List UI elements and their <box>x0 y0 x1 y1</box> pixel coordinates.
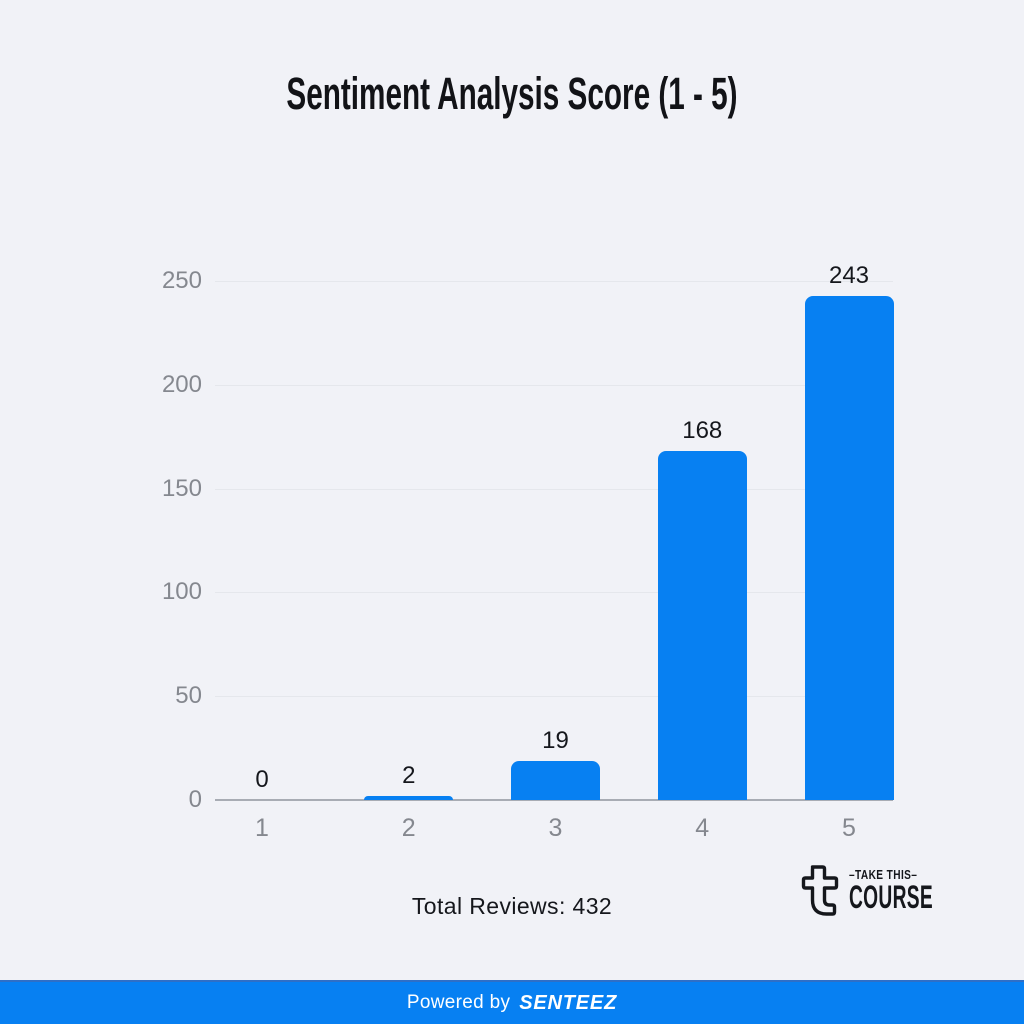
bar-value-label: 2 <box>402 761 416 789</box>
bar-value-label: 168 <box>682 417 723 445</box>
x-tick-label: 5 <box>842 814 856 842</box>
y-gridline <box>215 696 893 698</box>
total-reviews-text: Total Reviews: 432 <box>411 893 613 919</box>
take-this-course-logo: –TAKE THIS– COURSE <box>797 864 989 916</box>
x-tick-label: 2 <box>401 814 416 842</box>
y-tick-label: 0 <box>188 786 202 813</box>
bar-score-2 <box>364 795 454 800</box>
logo-text: –TAKE THIS– COURSE <box>849 867 989 915</box>
bar-score-5 <box>804 295 894 800</box>
bar-score-3 <box>511 760 600 800</box>
y-gridline <box>215 281 893 282</box>
y-gridline <box>215 488 893 490</box>
y-gridline <box>215 592 893 594</box>
powered-by-text: Powered by <box>406 992 511 1013</box>
footer-bar: Powered by SENTEEZ <box>0 980 1024 1024</box>
y-tick-label: 250 <box>161 267 202 294</box>
senteez-brand-text: SENTEEZ <box>519 991 618 1014</box>
y-tick-label: 50 <box>175 682 202 710</box>
x-tick-label: 4 <box>695 814 710 842</box>
bar-value-label: 19 <box>542 726 569 754</box>
logo-tagline: –TAKE THIS– <box>849 867 918 882</box>
x-tick-label: 3 <box>548 814 563 842</box>
y-tick-label: 200 <box>161 370 202 398</box>
bar-score-4 <box>657 451 747 800</box>
logo-wordmark: COURSE <box>849 879 933 915</box>
y-tick-label: 150 <box>161 474 202 502</box>
x-axis-line <box>215 799 893 801</box>
bar-value-label: 243 <box>828 261 870 289</box>
y-tick-label: 100 <box>161 578 202 606</box>
y-gridline <box>215 384 893 386</box>
chart-title: Sentiment Analysis Score (1 - 5) <box>286 68 738 119</box>
bar-value-label: 0 <box>255 766 269 793</box>
t-monogram-icon <box>801 865 839 916</box>
plot-area: 0 50 100 150 200 250 0 1 2 2 19 3 168 4 243 5 <box>162 262 894 842</box>
x-tick-label: 1 <box>255 814 269 842</box>
